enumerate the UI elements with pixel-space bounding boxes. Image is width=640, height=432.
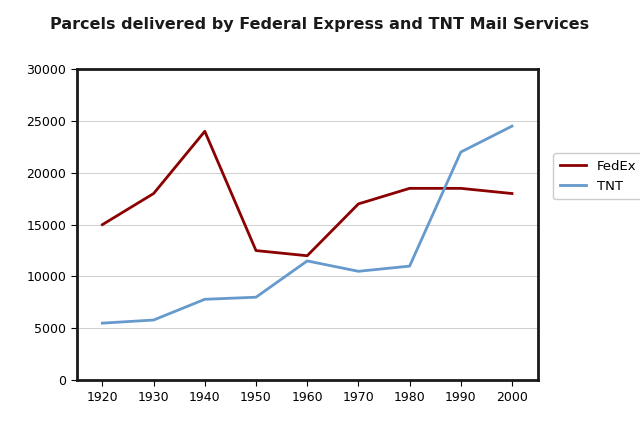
FedEx — [303, 253, 311, 258]
FedEx — [99, 222, 106, 227]
FedEx — [201, 129, 209, 134]
FedEx — [355, 201, 362, 206]
Line: FedEx: FedEx — [102, 131, 512, 256]
TNT — [252, 295, 260, 300]
TNT — [201, 297, 209, 302]
TNT — [150, 318, 157, 323]
TNT — [406, 264, 413, 269]
TNT — [303, 258, 311, 264]
FedEx — [457, 186, 465, 191]
FedEx — [150, 191, 157, 196]
TNT — [457, 149, 465, 155]
TNT — [508, 124, 516, 129]
FedEx — [252, 248, 260, 253]
FedEx — [508, 191, 516, 196]
Legend: FedEx, TNT: FedEx, TNT — [554, 153, 640, 199]
TNT — [355, 269, 362, 274]
FedEx — [406, 186, 413, 191]
Line: TNT: TNT — [102, 126, 512, 323]
Text: Parcels delivered by Federal Express and TNT Mail Services: Parcels delivered by Federal Express and… — [51, 17, 589, 32]
TNT — [99, 321, 106, 326]
